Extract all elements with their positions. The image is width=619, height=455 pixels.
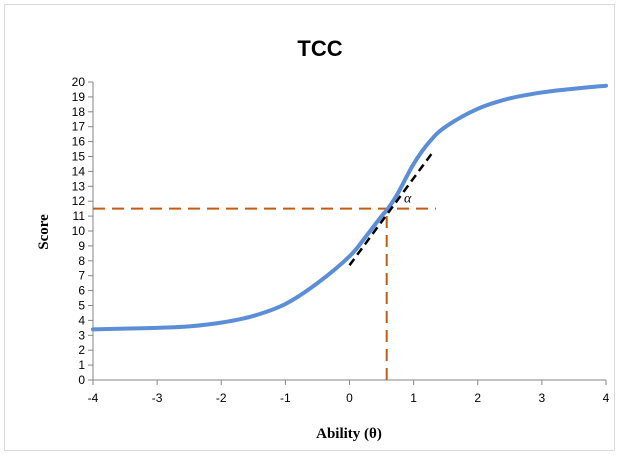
y-tick-label: 18 bbox=[72, 105, 86, 119]
y-tick-label: 12 bbox=[72, 194, 86, 208]
y-tick-label: 9 bbox=[78, 239, 85, 253]
alpha-annotation: α bbox=[404, 192, 412, 207]
x-tick-label: 2 bbox=[474, 391, 481, 405]
chart-frame bbox=[4, 4, 615, 451]
y-tick-label: 20 bbox=[72, 75, 86, 89]
axes: -4 -3 -2 -1 0 1 2 3 4012345678910111213141516171… bbox=[72, 75, 610, 405]
x-tick-label: 3 bbox=[539, 391, 546, 405]
y-tick-label: 16 bbox=[72, 135, 86, 149]
x-tick-label: 0 bbox=[346, 391, 353, 405]
y-tick-label: 4 bbox=[78, 313, 85, 327]
y-tick-label: 17 bbox=[72, 120, 86, 134]
y-tick-label: 10 bbox=[72, 224, 86, 238]
tangent-line bbox=[348, 151, 434, 267]
y-tick-label: 5 bbox=[78, 299, 85, 313]
x-tick-label: -2 bbox=[216, 391, 227, 405]
y-tick-label: 13 bbox=[72, 179, 86, 193]
y-tick-label: 7 bbox=[78, 269, 85, 283]
reference-lines bbox=[93, 207, 437, 380]
tcc-curve bbox=[91, 83, 608, 332]
y-tick-label: 3 bbox=[78, 328, 85, 342]
y-tick-label: 14 bbox=[72, 164, 86, 178]
y-tick-label: 6 bbox=[78, 284, 85, 298]
series-layer bbox=[91, 83, 608, 332]
chart-title: TCC bbox=[297, 36, 342, 61]
y-tick-label: 2 bbox=[78, 343, 85, 357]
x-tick-label: 4 bbox=[603, 391, 610, 405]
x-tick-label: -1 bbox=[280, 391, 291, 405]
y-tick-label: 8 bbox=[78, 254, 85, 268]
x-tick-label: -3 bbox=[152, 391, 163, 405]
y-tick-label: 1 bbox=[78, 358, 85, 372]
y-tick-label: 11 bbox=[73, 209, 86, 223]
y-axis-label: Score bbox=[36, 214, 52, 250]
y-tick-label: 15 bbox=[72, 150, 86, 164]
y-tick-label: 0 bbox=[78, 373, 85, 387]
x-tick-label: 1 bbox=[410, 391, 417, 405]
annotations: α bbox=[404, 192, 412, 207]
x-axis-label: Ability (θ) bbox=[316, 426, 382, 442]
x-tick-label: -4 bbox=[88, 391, 99, 405]
y-tick-label: 19 bbox=[72, 90, 86, 104]
